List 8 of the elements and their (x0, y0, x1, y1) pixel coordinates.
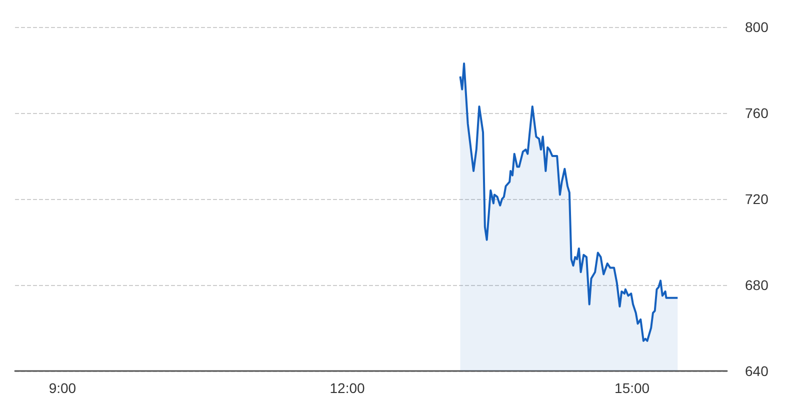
x-tick-label: 15:00 (614, 380, 650, 396)
y-tick-label: 760 (745, 105, 769, 121)
y-tick-label: 680 (745, 277, 769, 293)
x-tick-label: 12:00 (330, 380, 365, 396)
x-tick-label: 9:00 (48, 380, 76, 396)
y-tick-label: 800 (745, 19, 769, 35)
y-tick-label: 720 (745, 191, 769, 207)
y-tick-label: 640 (745, 363, 769, 379)
